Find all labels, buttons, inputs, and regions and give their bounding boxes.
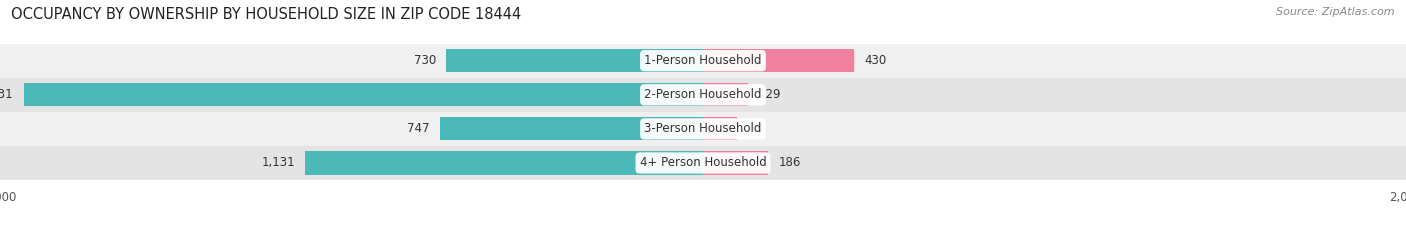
Bar [305,151,703,175]
Text: 98: 98 [748,122,763,135]
Text: 129: 129 [759,88,782,101]
Text: 2-Person Household: 2-Person Household [644,88,762,101]
Bar [703,117,738,140]
Text: 1,131: 1,131 [262,157,295,169]
Text: 1-Person Household: 1-Person Household [644,54,762,67]
Bar [0,146,1406,180]
Bar [0,78,1406,112]
Bar [0,112,1406,146]
Text: 747: 747 [408,122,430,135]
Bar [24,83,703,106]
Text: 186: 186 [779,157,801,169]
Bar [703,49,855,72]
Bar [440,117,703,140]
Bar [447,49,703,72]
Bar [703,151,768,175]
Legend: Owner-occupied, Renter-occupied: Owner-occupied, Renter-occupied [578,230,828,233]
Text: Source: ZipAtlas.com: Source: ZipAtlas.com [1277,7,1395,17]
Text: 730: 730 [413,54,436,67]
Bar [0,44,1406,78]
Text: OCCUPANCY BY OWNERSHIP BY HOUSEHOLD SIZE IN ZIP CODE 18444: OCCUPANCY BY OWNERSHIP BY HOUSEHOLD SIZE… [11,7,522,22]
Text: 3-Person Household: 3-Person Household [644,122,762,135]
Text: 430: 430 [865,54,887,67]
Text: 1,931: 1,931 [0,88,14,101]
Text: 4+ Person Household: 4+ Person Household [640,157,766,169]
Bar [703,83,748,106]
